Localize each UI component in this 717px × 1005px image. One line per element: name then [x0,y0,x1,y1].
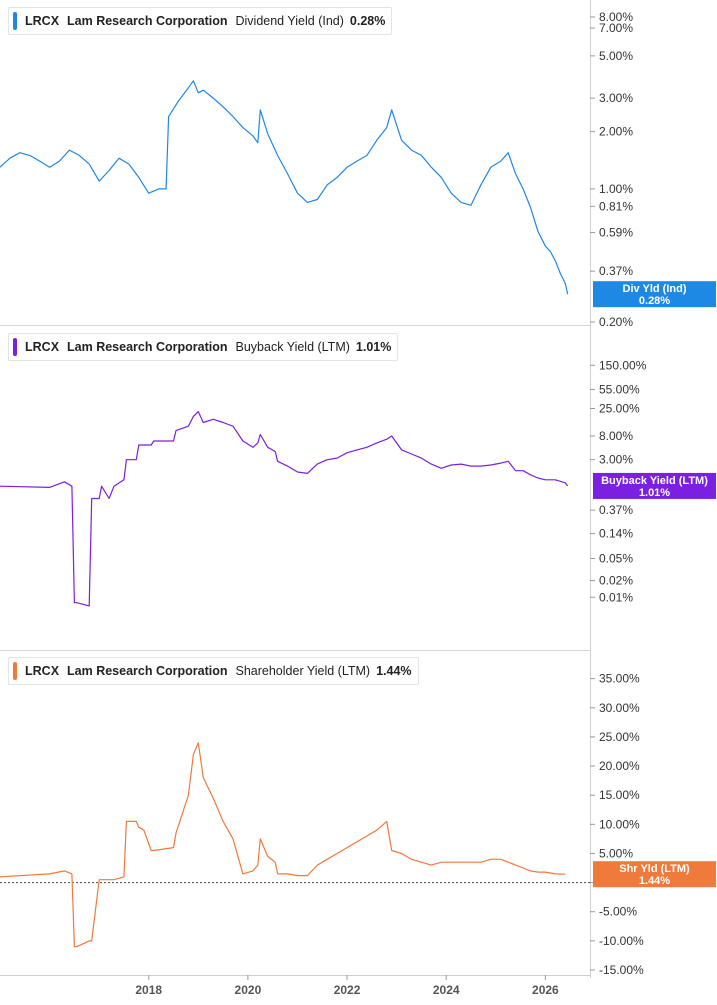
x-tick-label: 2024 [433,983,460,997]
legend-value: 1.44% [376,664,412,678]
y-tick-label: 35.00% [599,672,640,686]
y-tick-label: 3.00% [599,453,633,467]
legend-dividend-yield: LRCX Lam Research Corporation Dividend Y… [8,7,393,35]
y-tick-label: 8.00% [599,429,633,443]
y-tick-label: 10.00% [599,817,640,831]
legend-value: 1.01% [355,340,392,354]
y-tick-label: 5.00% [599,846,633,860]
y-tick-label: 0.37% [599,503,633,517]
legend-value: 0.28% [349,14,386,28]
series-line [0,80,569,295]
y-tick-label: 20.00% [599,759,640,773]
y-tick-label: 2.00% [599,125,633,139]
legend-ticker: LRCX [25,340,60,354]
y-tick-label: 55.00% [599,382,640,396]
y-tick-label: -10.00% [599,934,644,948]
legend-metric: Dividend Yield (Ind) [235,14,344,28]
y-tick-label: 7.00% [599,21,633,35]
y-tick-label: 150.00% [599,358,647,372]
value-badges: Div Yld (Ind)0.28% Buyback Yield (LTM)1.0… [593,281,716,888]
badge-series-name: Shr Yld (LTM) [619,863,690,875]
y-tick-label: 3.00% [599,91,633,105]
legend-company: Lam Research Corporation [67,14,228,28]
y-tick-label: -15.00% [599,963,644,977]
legend-company: Lam Research Corporation [67,664,228,678]
y-tick-label: 0.05% [599,551,633,565]
legend-company: Lam Research Corporation [67,340,228,354]
value-badge [593,281,716,308]
panel-dividers [0,0,591,978]
y-tick-label: 0.20% [599,315,633,329]
y-tick-label: 30.00% [599,701,640,715]
series-lines [0,80,590,948]
y-tick-label: 5.00% [599,49,633,63]
y-tick-label: 25.00% [599,402,640,416]
y-tick-label: 0.01% [599,590,633,604]
legend-swatch [13,338,17,356]
badge-series-value: 1.44% [639,875,670,887]
y-tick-label: 0.14% [599,527,633,541]
legend-shareholder-yield: LRCX Lam Research Corporation Shareholde… [8,657,419,685]
y-tick-label: 15.00% [599,788,640,802]
x-axis: 2018 2020 2022 2024 2026 [135,975,559,997]
badge-series-name: Div Yld (Ind) [623,283,687,295]
legend-ticker: LRCX [25,14,60,28]
badge-series-value: 0.28% [639,295,670,307]
y-tick-label: -5.00% [599,905,637,919]
x-tick-label: 2026 [532,983,559,997]
y-tick-label: 0.02% [599,574,633,588]
y-tick-label: 0.59% [599,226,633,240]
series-line [0,742,566,948]
y-tick-label: 0.37% [599,264,633,278]
value-badge [593,472,716,499]
legend-ticker: LRCX [25,664,60,678]
y-axis-ticks: 8.00%7.00%5.00%3.00%2.00%1.00%0.81%0.59%… [590,10,647,977]
legend-swatch [13,662,17,680]
x-tick-label: 2022 [334,983,361,997]
y-tick-label: 0.81% [599,199,633,213]
legend-buyback-yield: LRCX Lam Research Corporation Buyback Yi… [8,333,399,361]
value-badge [593,861,716,888]
badge-series-value: 1.01% [639,487,670,499]
legend-swatch [13,12,17,30]
legend-metric: Buyback Yield (LTM) [235,340,350,354]
x-tick-label: 2018 [135,983,162,997]
x-tick-label: 2020 [235,983,262,997]
badge-series-name: Buyback Yield (LTM) [601,475,708,487]
y-tick-label: 8.00% [599,10,633,24]
legend-metric: Shareholder Yield (LTM) [235,664,371,678]
series-line [0,411,569,607]
y-tick-label: 25.00% [599,730,640,744]
y-tick-label: 1.00% [599,182,633,196]
